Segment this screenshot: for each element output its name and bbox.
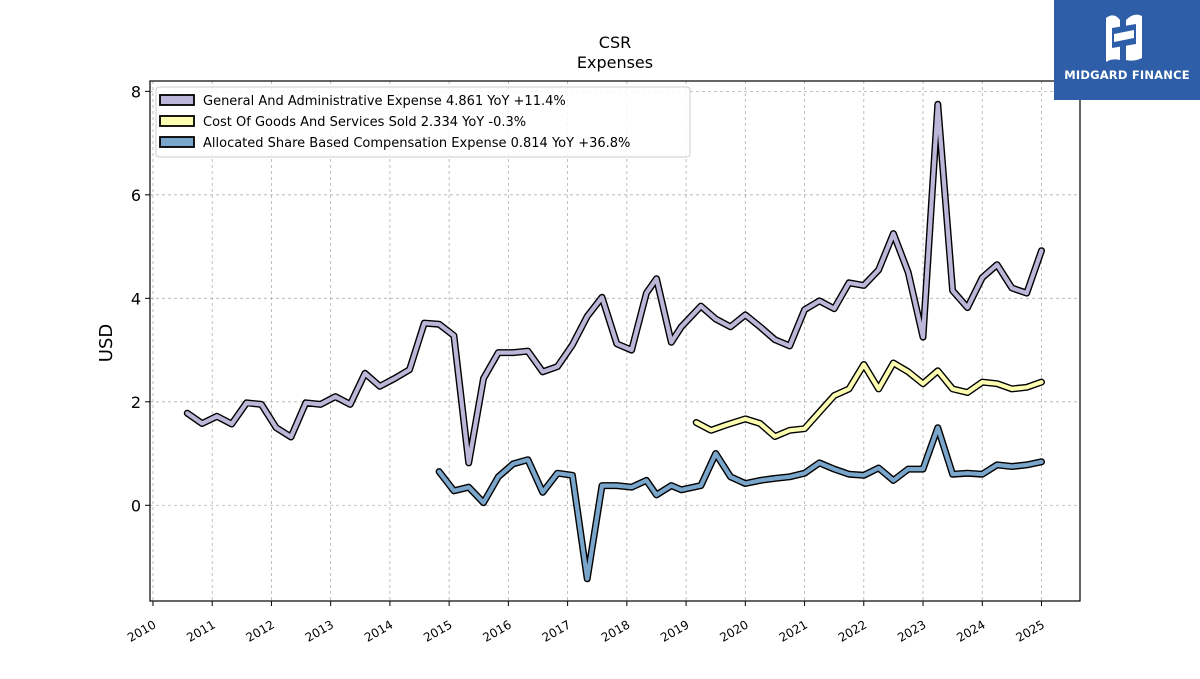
x-tick-label: 2025	[1014, 617, 1047, 644]
x-tick-label: 2020	[717, 617, 750, 644]
x-tick-label: 2024	[954, 617, 987, 644]
x-tick-label: 2019	[658, 617, 691, 644]
legend-label: General And Administrative Expense 4.861…	[203, 94, 566, 109]
chart-title: CSR	[599, 33, 631, 52]
y-tick-label: 6	[131, 186, 141, 205]
legend-label: Cost Of Goods And Services Sold 2.334 Yo…	[203, 115, 526, 130]
x-tick-label: 2012	[243, 617, 276, 644]
legend-swatch	[160, 95, 194, 105]
series-line-2	[696, 363, 1041, 437]
series-outline-1	[187, 104, 1041, 463]
legend: General And Administrative Expense 4.861…	[156, 87, 690, 157]
y-tick-label: 0	[131, 496, 141, 515]
series-outline-3	[439, 428, 1041, 579]
y-tick-label: 4	[131, 289, 141, 308]
y-tick-label: 8	[131, 82, 141, 101]
x-tick-label: 2022	[836, 617, 869, 644]
y-tick-label: 2	[131, 393, 141, 412]
y-axis-label: USD	[96, 324, 117, 362]
legend-swatch	[160, 116, 194, 126]
series-line-3	[439, 428, 1041, 579]
brand-logo: MIDGARD FINANCE	[1054, 0, 1200, 100]
brand-logo-icon	[1054, 0, 1200, 68]
legend-label: Allocated Share Based Compensation Expen…	[203, 136, 630, 151]
x-tick-label: 2021	[777, 617, 810, 644]
x-tick-label: 2014	[362, 617, 395, 644]
series-layer	[187, 104, 1041, 579]
x-tick-label: 2023	[895, 617, 928, 644]
x-tick-label: 2016	[480, 617, 513, 644]
brand-name: MIDGARD FINANCE	[1054, 68, 1200, 82]
x-tick-label: 2011	[184, 617, 217, 644]
chart-subtitle: Expenses	[577, 53, 653, 72]
x-tick-label: 2017	[540, 617, 573, 644]
x-tick-label: 2013	[303, 617, 336, 644]
legend-swatch	[160, 137, 194, 147]
x-tick-label: 2010	[125, 617, 158, 644]
x-tick-label: 2018	[599, 617, 632, 644]
x-tick-label: 2015	[421, 617, 454, 644]
